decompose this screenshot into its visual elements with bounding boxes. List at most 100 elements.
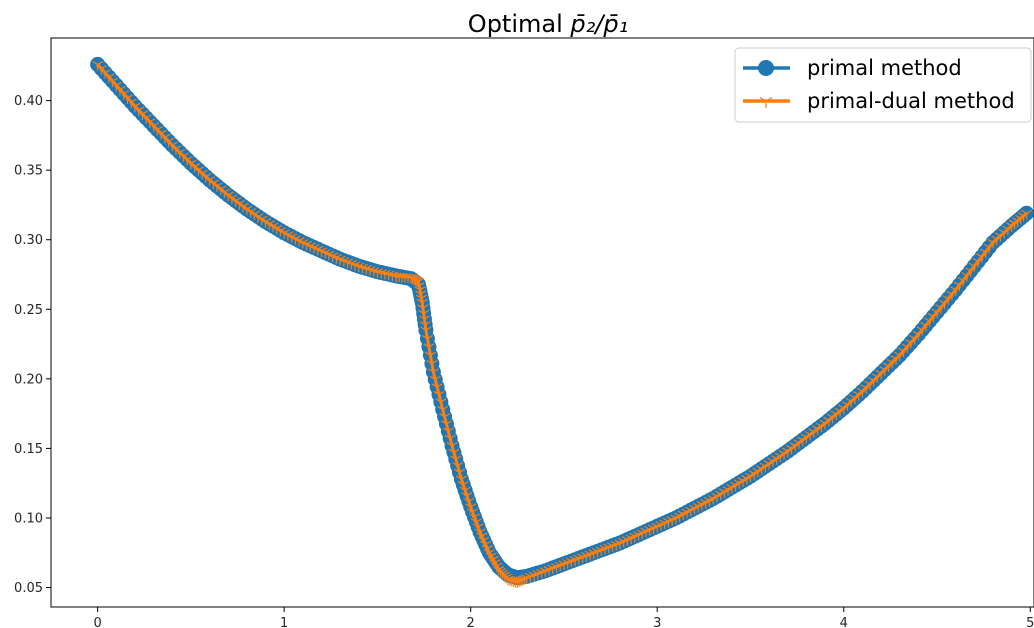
chart-title-text: Optimal (468, 10, 571, 38)
legend: primal method primal-dual method (734, 47, 1032, 123)
data-point (834, 407, 846, 418)
data-point (133, 106, 145, 117)
data-point (427, 368, 439, 378)
y-tick-label: 0.15 (14, 442, 43, 457)
x-tick-label: 4 (840, 616, 848, 628)
data-point (470, 518, 482, 528)
x-tick-label: 3 (653, 616, 661, 628)
data-point (442, 427, 454, 438)
data-point (991, 235, 1003, 246)
series-line (96, 63, 1028, 584)
data-point (961, 272, 973, 282)
y-tick-label: 0.30 (14, 233, 43, 248)
data-point (415, 294, 427, 305)
data-point (864, 380, 876, 391)
data-point (426, 360, 438, 370)
data-point (121, 94, 133, 104)
chart-title-math: p̄₂/p̄₁ (569, 10, 628, 38)
series-line (96, 63, 1028, 580)
data-point (148, 122, 160, 132)
data-point (413, 282, 425, 292)
data-point (845, 397, 857, 408)
data-point (909, 334, 921, 345)
legend-entry: primal-dual method (743, 89, 1015, 113)
legend-marker (758, 60, 774, 76)
data-point (420, 326, 432, 337)
data-point (467, 508, 479, 518)
data-point (950, 286, 962, 296)
data-point (92, 60, 104, 71)
data-point (882, 362, 895, 373)
data-point (860, 384, 872, 394)
data-point (437, 405, 449, 416)
legend-box (734, 47, 1032, 123)
data-point (823, 416, 835, 427)
plot-area (50, 37, 1034, 608)
data-point (129, 102, 141, 113)
data-point (421, 334, 433, 345)
data-point (110, 81, 122, 92)
data-point (155, 129, 167, 140)
data-point (159, 133, 171, 144)
data-point (151, 126, 163, 136)
data-point (838, 404, 850, 415)
data-point (879, 366, 891, 376)
data-point (819, 419, 831, 430)
legend-marker (759, 96, 773, 108)
data-point (920, 321, 932, 332)
data-point (927, 312, 939, 323)
data-point (998, 228, 1010, 239)
data-point (935, 304, 947, 314)
data-point (136, 110, 148, 120)
data-point (414, 286, 426, 296)
legend-entry: primal method (743, 56, 962, 80)
data-point (957, 276, 969, 287)
data-point (875, 369, 887, 380)
data-point (144, 118, 156, 128)
y-tick-label: 0.10 (14, 511, 43, 526)
data-point (118, 90, 130, 100)
data-point (431, 383, 443, 393)
data-point (107, 77, 119, 88)
data-point (439, 413, 451, 423)
y-tick-label: 0.20 (14, 372, 43, 387)
data-point (95, 65, 107, 75)
data-point (853, 391, 865, 401)
x-tick-label: 2 (467, 616, 475, 628)
data-point (890, 355, 902, 365)
data-point (415, 290, 427, 300)
data-point (435, 398, 447, 408)
data-point (916, 326, 928, 336)
data-point (886, 358, 898, 369)
legend-label: primal method (807, 56, 962, 80)
data-point (965, 267, 977, 277)
x-tick-label: 0 (93, 616, 101, 628)
data-point (849, 394, 861, 405)
x-tick-label: 1 (280, 616, 288, 628)
data-point (901, 343, 913, 353)
data-point (912, 330, 924, 341)
data-point (423, 343, 435, 353)
x-axis: 0 1 2 3 4 5 (93, 607, 1034, 628)
data-point (868, 376, 880, 387)
data-point (938, 299, 950, 310)
series-primal-method (90, 56, 1034, 586)
data-point (979, 248, 992, 258)
data-point (468, 513, 480, 523)
data-point (897, 347, 909, 358)
y-axis: 0.05 0.10 0.15 0.20 0.25 0.30 0.35 0.40 (14, 94, 51, 596)
data-point (953, 281, 965, 292)
data-point (946, 290, 958, 301)
data-point (1002, 225, 1014, 236)
data-point (424, 351, 436, 362)
data-point (942, 295, 954, 305)
y-tick-label: 0.35 (14, 164, 43, 179)
data-point (976, 253, 988, 263)
data-point (830, 410, 842, 421)
x-tick-label: 5 (1026, 616, 1034, 628)
data-point (412, 277, 424, 288)
data-point (931, 308, 943, 319)
data-point (114, 85, 126, 96)
series-primal-dual-method (92, 60, 1033, 588)
data-point (472, 523, 484, 533)
